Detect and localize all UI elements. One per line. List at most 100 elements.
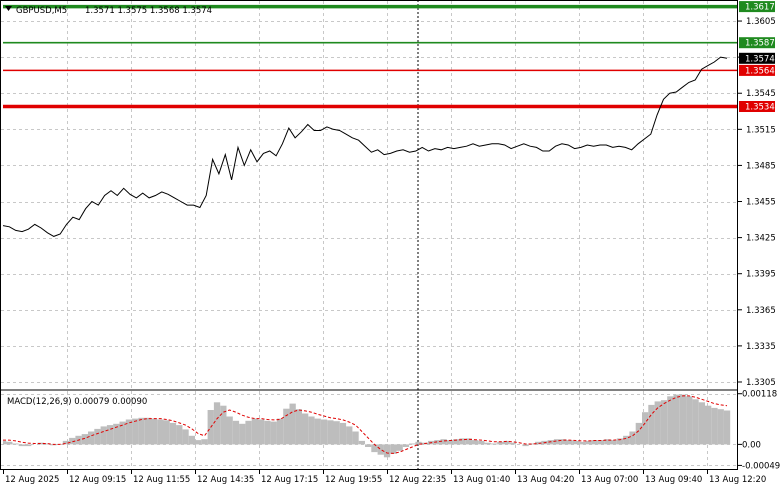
current-price-label: 1.3574 xyxy=(745,54,775,64)
macd-histogram-bar xyxy=(686,396,692,444)
y-tick-label: 1.3605 xyxy=(746,17,776,27)
macd-y-tick-label: -0.00049 xyxy=(742,461,780,471)
macd-histogram-bar xyxy=(6,442,12,445)
x-tick-label: 13 Aug 12:20 xyxy=(709,475,766,485)
x-tick-label: 13 Aug 09:40 xyxy=(645,475,702,485)
macd-histogram-bar xyxy=(201,439,207,444)
macd-histogram-bar xyxy=(19,444,25,446)
macd-histogram-bar xyxy=(189,436,195,445)
macd-histogram-bar xyxy=(132,419,138,445)
x-tick-label: 12 Aug 22:35 xyxy=(389,475,446,485)
macd-histogram-bar xyxy=(327,420,333,444)
macd-histogram-bar xyxy=(390,444,396,453)
macd-histogram-bar xyxy=(705,406,711,445)
chart-header: GBPUSD,M5 1.3571 1.3575 1.3568 1.3574 xyxy=(5,6,212,16)
macd-histogram-bar xyxy=(107,425,113,444)
macd-histogram-bar xyxy=(522,444,528,446)
macd-histogram-bar xyxy=(138,418,144,445)
x-tick-label: 13 Aug 01:40 xyxy=(453,475,510,485)
symbol-label: GBPUSD,M5 xyxy=(16,6,67,16)
y-tick-label: 1.3365 xyxy=(746,306,776,316)
y-tick-label: 1.3455 xyxy=(746,198,776,208)
macd-histogram-bar xyxy=(88,432,94,445)
macd-histogram-bar xyxy=(352,432,358,445)
macd-histogram-bar xyxy=(271,422,277,445)
macd-histogram-bar xyxy=(667,396,673,444)
macd-histogram-bar xyxy=(239,424,245,445)
x-tick-label: 13 Aug 07:00 xyxy=(581,475,638,485)
macd-histogram-bar xyxy=(321,420,327,445)
macd-histogram-bar xyxy=(636,423,642,445)
macd-histogram-bar xyxy=(648,405,654,445)
y-tick-label: 1.3305 xyxy=(746,378,776,388)
macd-histogram-bar xyxy=(585,441,591,444)
level-price-label: 1.3564 xyxy=(745,66,775,76)
macd-histogram-bar xyxy=(296,409,302,444)
macd-histogram-bar xyxy=(252,419,258,445)
macd-histogram-bar xyxy=(378,444,384,454)
macd-histogram-bar xyxy=(642,412,648,444)
y-tick-label: 1.3335 xyxy=(746,342,776,352)
macd-histogram-bar xyxy=(308,417,314,445)
macd-histogram-bar xyxy=(195,440,201,444)
y-tick-label: 1.3485 xyxy=(746,161,776,171)
x-tick-label: 12 Aug 09:15 xyxy=(69,475,126,485)
macd-histogram-bar xyxy=(384,444,390,457)
macd-histogram-bar xyxy=(94,429,100,445)
macd-histogram-bar xyxy=(346,426,352,444)
x-tick-label: 12 Aug 11:55 xyxy=(133,475,190,485)
macd-histogram-bar xyxy=(12,444,18,445)
y-tick-label: 1.3515 xyxy=(746,125,776,135)
y-tick-label: 1.3395 xyxy=(746,270,776,280)
macd-histogram-bar xyxy=(264,421,270,445)
macd-title: MACD(12,26,9) 0.00079 0.00090 xyxy=(7,397,147,407)
macd-histogram-bar xyxy=(397,444,403,450)
level-price-label: 1.3587 xyxy=(745,39,775,49)
dropdown-triangle-icon[interactable] xyxy=(5,6,12,11)
macd-y-tick-label: 0.00118 xyxy=(742,390,777,400)
macd-histogram-bar xyxy=(661,400,667,444)
macd-histogram-bar xyxy=(157,420,163,445)
macd-histogram-bar xyxy=(214,402,220,444)
macd-histogram-bar xyxy=(403,444,409,447)
macd-histogram-bar xyxy=(510,443,516,445)
macd-histogram-bar xyxy=(258,420,264,445)
macd-histogram-bar xyxy=(25,444,31,446)
macd-histogram-bar xyxy=(371,444,377,452)
macd-histogram-bar xyxy=(579,442,585,445)
macd-histogram-bar xyxy=(573,441,579,444)
macd-histogram-bar xyxy=(120,422,126,445)
macd-histogram-bar xyxy=(227,417,233,445)
level-price-label: 1.3534 xyxy=(745,103,775,113)
macd-histogram-bar xyxy=(101,426,107,444)
macd-histogram-bar xyxy=(176,425,182,444)
macd-histogram-bar xyxy=(151,419,157,445)
x-tick-label: 12 Aug 19:55 xyxy=(325,475,382,485)
macd-histogram-bar xyxy=(554,439,560,444)
macd-histogram-bar xyxy=(478,441,484,444)
macd-histogram-bar xyxy=(441,439,447,444)
macd-histogram-bar xyxy=(277,419,283,445)
x-tick-label: 12 Aug 14:35 xyxy=(197,475,254,485)
macd-histogram-bar xyxy=(340,423,346,445)
macd-histogram-bar xyxy=(365,444,371,447)
macd-histogram-bar xyxy=(674,395,680,445)
macd-histogram-bar xyxy=(472,440,478,444)
macd-histogram-bar xyxy=(302,414,308,445)
price-line-series xyxy=(3,57,727,236)
ohlc-label: 1.3571 1.3575 1.3568 1.3574 xyxy=(85,6,212,16)
macd-y-tick-label: 0.00 xyxy=(742,440,761,450)
macd-histogram-bar xyxy=(283,409,289,445)
macd-histogram-bar xyxy=(718,409,724,444)
macd-histogram-bar xyxy=(724,411,730,445)
macd-histogram-bar xyxy=(692,399,698,444)
macd-histogram-bar xyxy=(170,423,176,445)
macd-histogram-bar xyxy=(233,421,239,445)
y-tick-label: 1.3425 xyxy=(746,234,776,244)
macd-histogram-bar xyxy=(290,404,296,445)
macd-histogram-bar xyxy=(680,395,686,445)
macd-histogram-bar xyxy=(315,419,321,445)
macd-histogram-bar xyxy=(611,440,617,444)
